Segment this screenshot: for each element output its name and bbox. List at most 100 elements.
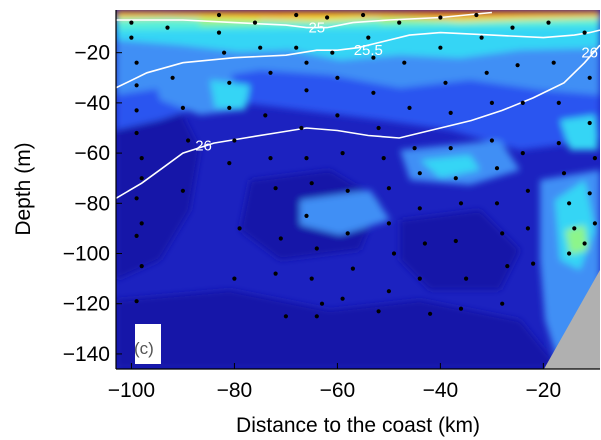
sample-point xyxy=(139,221,144,226)
sample-point xyxy=(180,105,185,110)
sample-point xyxy=(294,45,299,50)
sample-point xyxy=(412,146,417,151)
sample-point xyxy=(237,226,242,231)
sample-point xyxy=(134,299,139,304)
sample-point xyxy=(592,221,598,226)
sample-point xyxy=(407,105,412,110)
sample-point xyxy=(453,176,458,181)
isoline-label: 26 xyxy=(581,45,598,62)
y-ticks: −20 −40 −60 −80 −100 −120 −140 xyxy=(63,42,122,366)
sample-point xyxy=(448,146,453,151)
sample-point xyxy=(500,231,505,236)
sample-point xyxy=(335,113,340,118)
sample-point xyxy=(134,83,139,88)
sample-point xyxy=(443,80,448,85)
isoline-label: 25.5 xyxy=(354,42,383,59)
sample-point xyxy=(474,12,479,18)
sample-point xyxy=(494,166,500,171)
sample-point xyxy=(134,233,139,238)
y-axis-title: Depth (m) xyxy=(12,142,35,235)
sample-point xyxy=(587,120,592,126)
sample-point xyxy=(505,264,510,269)
sample-point xyxy=(309,276,314,281)
sample-point xyxy=(165,25,170,30)
sample-point xyxy=(232,276,237,281)
x-tick-label: −60 xyxy=(320,379,356,402)
sample-point xyxy=(258,45,263,50)
sample-point xyxy=(222,50,227,55)
sample-point xyxy=(587,75,592,80)
x-ticks: −100 −80 −60 −40 −20 xyxy=(108,363,561,402)
sample-point xyxy=(397,20,402,25)
sample-point xyxy=(350,266,355,271)
sample-point xyxy=(592,156,598,161)
sample-point xyxy=(227,80,232,85)
sample-point xyxy=(139,176,144,181)
sample-point xyxy=(340,151,345,156)
sample-point xyxy=(582,241,587,246)
sample-point xyxy=(422,241,427,246)
sample-point xyxy=(340,296,345,301)
sample-point xyxy=(525,188,531,193)
sample-point xyxy=(448,110,453,115)
light-blue-patch-center xyxy=(300,190,390,235)
isoline-25.5 xyxy=(116,29,600,89)
sample-point xyxy=(500,301,505,306)
sample-point xyxy=(520,100,525,105)
sample-point xyxy=(304,213,309,218)
sample-point xyxy=(330,50,335,55)
sample-point xyxy=(438,45,443,50)
sample-point xyxy=(371,55,376,60)
sample-point xyxy=(273,186,278,191)
sample-point xyxy=(556,141,561,146)
isoline-group xyxy=(116,11,600,199)
x-tick-label: −20 xyxy=(526,379,562,402)
y-tick-label: −100 xyxy=(63,243,110,266)
y-tick-label: −140 xyxy=(63,343,110,366)
sample-point xyxy=(484,70,489,75)
sample-point xyxy=(314,314,319,319)
sample-point xyxy=(494,201,500,206)
sample-point xyxy=(134,196,139,201)
sample-point xyxy=(186,138,191,143)
isoline-25 xyxy=(116,11,492,29)
sample-point xyxy=(489,138,494,143)
sample-point xyxy=(531,261,536,266)
sample-point xyxy=(510,25,515,30)
x-tick-label: −80 xyxy=(217,379,253,402)
sample-point xyxy=(335,75,340,80)
sample-point xyxy=(227,161,232,166)
sample-point xyxy=(129,20,134,25)
sample-point xyxy=(391,251,397,256)
isoline-label: 25 xyxy=(308,20,325,37)
sample-point xyxy=(134,108,139,113)
deep-blue-patch-bottom xyxy=(116,290,560,369)
x-tick-label: −100 xyxy=(108,379,155,402)
x-tick-label: −40 xyxy=(423,379,459,402)
sample-point xyxy=(180,188,185,193)
isoline-label: 26 xyxy=(195,138,212,155)
sample-point xyxy=(299,125,304,131)
sample-point xyxy=(417,276,422,281)
sample-point xyxy=(386,186,391,191)
y-tick-label: −120 xyxy=(63,293,110,316)
sample-point xyxy=(479,35,484,40)
sample-point xyxy=(294,12,299,18)
sample-point xyxy=(170,75,175,80)
sample-point xyxy=(381,156,386,161)
sample-point xyxy=(252,20,258,25)
sample-point xyxy=(582,30,587,35)
sample-point xyxy=(268,70,273,75)
sample-point xyxy=(551,60,556,65)
temperature-field xyxy=(116,10,600,369)
sample-point-group xyxy=(129,12,598,331)
cyan-plume xyxy=(210,80,250,110)
sample-point xyxy=(417,171,422,176)
sample-point xyxy=(376,309,381,314)
sample-point xyxy=(345,231,350,236)
isoline-26 xyxy=(116,44,600,199)
sample-point xyxy=(386,289,391,294)
sample-point xyxy=(304,60,309,65)
y-tick-label: −60 xyxy=(74,142,110,165)
sample-point xyxy=(227,105,232,110)
